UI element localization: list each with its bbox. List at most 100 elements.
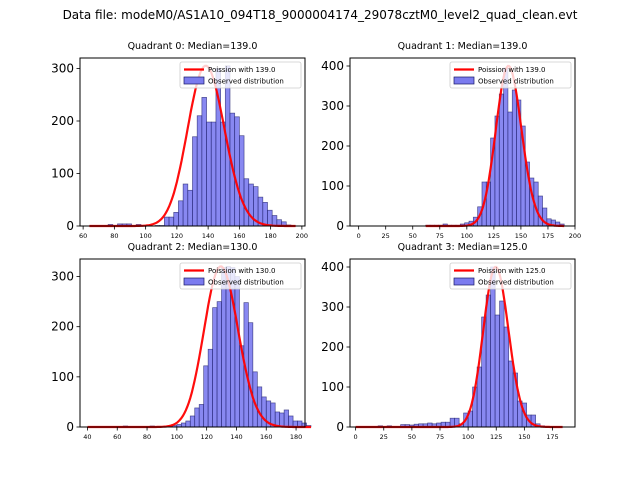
y-tick-label: 100	[51, 370, 74, 384]
histogram-bar	[262, 202, 268, 227]
y-tick-label: 100	[321, 179, 344, 193]
x-tick-label: 160	[260, 433, 272, 441]
histogram-bar	[173, 212, 179, 227]
subplot-title: Quadrant 3: Median=125.0	[398, 242, 528, 253]
histogram-bar	[279, 412, 285, 428]
x-tick-label: 100	[462, 433, 474, 441]
x-tick-label: 100	[171, 433, 183, 441]
x-tick-label: 120	[171, 232, 183, 240]
legend-bar-swatch	[183, 76, 205, 85]
x-tick-label: 180	[290, 433, 302, 441]
y-tick-label: 0	[336, 420, 344, 434]
histogram-bar	[537, 195, 543, 227]
histogram-bar	[288, 415, 294, 428]
histogram-bar	[192, 136, 198, 227]
x-tick-label: 150	[515, 232, 527, 240]
subplot-quadrant-1: Quadrant 1: Median=139.0 0 100 200 300 400 0 25…	[321, 41, 581, 240]
histogram-bar	[164, 216, 170, 227]
y-tick-label: 400	[321, 59, 344, 73]
y-tick-label: 300	[51, 62, 74, 76]
histogram-bar	[499, 300, 505, 428]
x-tick-label: 25	[380, 433, 388, 441]
x-tick-label: 175	[542, 232, 554, 240]
subplot-title: Quadrant 0: Median=139.0	[128, 41, 258, 52]
poisson-curve	[355, 265, 563, 429]
y-tick-label: 0	[336, 219, 344, 233]
histogram-bar	[168, 216, 175, 227]
x-tick-label: 160	[233, 232, 245, 240]
histogram-bar	[180, 422, 187, 428]
histogram-bar	[503, 326, 509, 428]
legend-label-poisson: Poission with 139.0	[208, 66, 276, 74]
x-tick-label: 50	[408, 433, 416, 441]
x-tick-label: 0	[357, 232, 361, 240]
x-tick-label: 200	[569, 232, 581, 240]
histogram-bar	[216, 301, 222, 428]
histogram-bar	[261, 396, 267, 428]
histogram-bar	[194, 407, 200, 428]
y-tick-label: 300	[51, 270, 74, 284]
x-tick-label: 175	[546, 433, 558, 441]
y-tick-label: 100	[51, 167, 74, 181]
histogram-bar	[210, 121, 217, 227]
legend-bar-swatch	[183, 277, 205, 286]
legend: Poission with 139.0 Observed distribution	[449, 61, 572, 89]
x-tick-label: 140	[230, 433, 242, 441]
legend-box	[449, 61, 572, 89]
legend: Poission with 139.0 Observed distribution	[179, 61, 302, 89]
x-tick-label: 50	[409, 232, 417, 240]
histogram-bar	[498, 93, 504, 227]
y-tick-label: 200	[321, 340, 344, 354]
legend-label-observed: Observed distribution	[208, 78, 284, 86]
subplot-quadrant-0: Quadrant 0: Median=139.0 0 100 200 300 60 80 10…	[51, 41, 308, 240]
y-tick-label: 300	[321, 300, 344, 314]
y-tick-label: 100	[321, 380, 344, 394]
subplot-title: Quadrant 1: Median=139.0	[398, 41, 528, 52]
y-tick-label: 200	[51, 114, 74, 128]
x-tick-label: 60	[79, 232, 87, 240]
x-tick-label: 180	[264, 232, 276, 240]
x-tick-label: 150	[518, 433, 530, 441]
subplot-title: Quadrant 2: Median=130.0	[128, 242, 258, 253]
histogram-bar	[185, 420, 191, 428]
legend-label-poisson: Poission with 125.0	[478, 267, 546, 275]
x-tick-label: 100	[461, 232, 473, 240]
histogram-bar	[234, 116, 240, 227]
x-tick-label: 125	[488, 232, 500, 240]
histogram-bar	[196, 115, 203, 227]
x-tick-label: 75	[436, 433, 444, 441]
legend-bar-swatch	[453, 277, 475, 286]
x-tick-label: 60	[113, 433, 121, 441]
subplot-quadrant-3: Quadrant 3: Median=125.0 0 100 200 300 400 0 25…	[321, 242, 576, 441]
histogram-bar	[494, 314, 500, 428]
x-tick-label: 75	[436, 232, 444, 240]
histogram-bar	[203, 365, 209, 428]
histogram-bar	[248, 322, 254, 428]
histogram-bar	[239, 135, 245, 227]
histogram-bar	[507, 111, 513, 227]
histogram-bar	[256, 386, 263, 428]
legend: Poission with 130.0 Observed distribution	[179, 262, 302, 290]
axes-frame	[79, 258, 306, 428]
axes-frame	[349, 57, 576, 227]
histogram-bar	[267, 209, 273, 227]
histogram-bar	[198, 404, 205, 428]
histogram-bar	[220, 121, 226, 227]
x-tick-label: 40	[83, 433, 91, 441]
histogram-bar	[503, 67, 509, 227]
histogram-bar	[243, 178, 250, 227]
legend-label-poisson: Poission with 139.0	[478, 66, 546, 74]
histogram-bar	[485, 294, 491, 428]
x-tick-label: 80	[110, 232, 118, 240]
legend-bar-swatch	[453, 76, 475, 85]
histogram-bar	[212, 307, 218, 428]
y-tick-label: 300	[321, 99, 344, 113]
legend-label-observed: Observed distribution	[478, 279, 554, 287]
x-tick-label: 0	[354, 433, 358, 441]
y-tick-label: 200	[321, 139, 344, 153]
legend-label-poisson: Poission with 130.0	[208, 267, 276, 275]
histogram-bar	[187, 189, 193, 227]
x-tick-label: 120	[200, 433, 212, 441]
y-tick-label: 0	[66, 219, 74, 233]
